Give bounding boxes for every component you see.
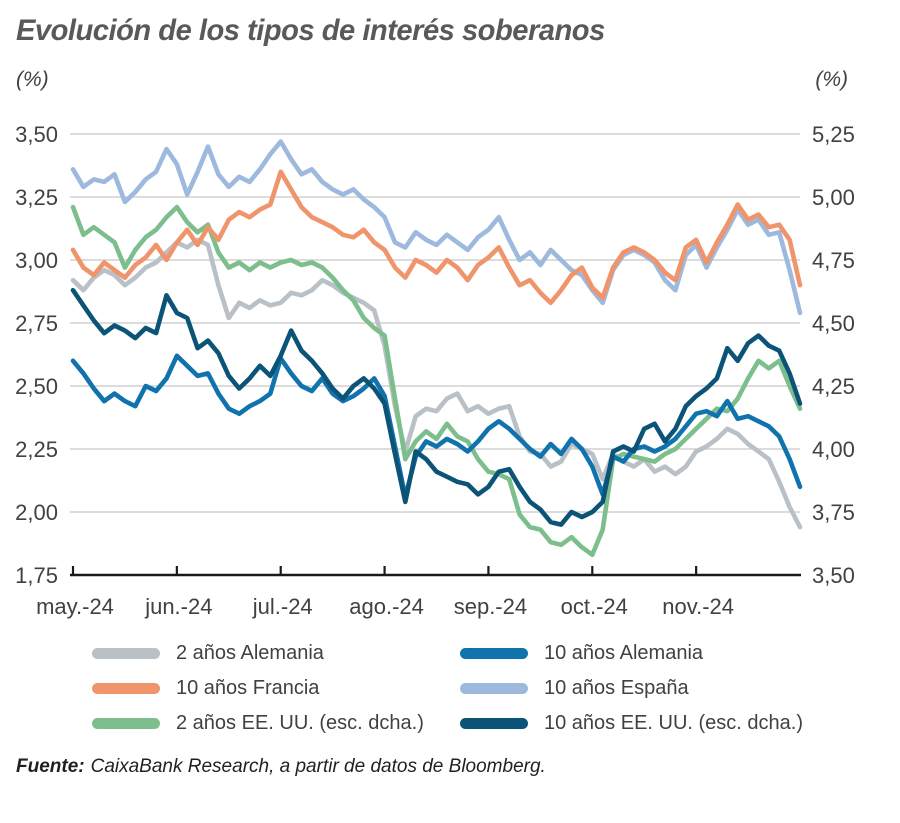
legend-item-us-10y: 10 años EE. UU. (esc. dcha.): [460, 712, 803, 734]
x-axis-label: sep.-24: [454, 594, 527, 619]
legend-swatch-us-10y: [460, 717, 528, 729]
page-title: Evolución de los tipos de interés sobera…: [16, 14, 605, 47]
legend-item-es-10y: 10 años España: [460, 677, 689, 699]
left-axis-label: 2,25: [15, 437, 58, 462]
left-axis-label: 2,50: [15, 374, 58, 399]
right-axis-label: 4,75: [812, 248, 855, 273]
legend-item-de-10y: 10 años Alemania: [460, 642, 703, 664]
legend-item-fr-10y: 10 años Francia: [92, 677, 319, 699]
x-axis-label: jul.-24: [252, 594, 313, 619]
right-axis-label: 5,25: [812, 122, 855, 147]
series-line-es-10y: [70, 139, 803, 316]
right-axis-unit: (%): [815, 68, 848, 91]
series-line-us-10y: [70, 287, 803, 527]
series-line-us-2y: [70, 204, 803, 558]
x-axis-label: jun.-24: [144, 594, 212, 619]
x-axis-label: nov.-24: [662, 594, 734, 619]
source-note: Fuente: CaixaBank Research, a partir de d…: [16, 756, 546, 778]
x-axis-label: oct.-24: [561, 594, 628, 619]
right-axis-label: 5,00: [812, 185, 855, 210]
right-axis-label: 4,50: [812, 311, 855, 336]
source-text: CaixaBank Research, a partir de datos de…: [90, 756, 546, 777]
line-chart: may.-24 jun.-24 jul.-24 ago.-24 sep.-24 oct.-…: [15, 122, 855, 619]
x-axis-label: ago.-24: [349, 594, 424, 619]
legend-swatch-fr-10y: [92, 682, 160, 694]
series-line-fr-10y: [70, 169, 803, 306]
series-line-de-10y: [70, 353, 803, 500]
right-axis-label: 4,25: [812, 374, 855, 399]
legend-label-de-10y: 10 años Alemania: [544, 641, 704, 664]
legend-label-de-2y: 2 años Alemania: [176, 641, 324, 664]
right-axis-label: 4,00: [812, 437, 855, 462]
legend-label-es-10y: 10 años España: [544, 676, 689, 699]
legend-label-us-2y: 2 años EE. UU. (esc. dcha.): [176, 711, 424, 734]
legend-item-de-2y: 2 años Alemania: [92, 642, 324, 664]
right-axis-label: 3,75: [812, 500, 855, 525]
left-axis-unit: (%): [16, 68, 49, 91]
left-axis-label: 1,75: [15, 563, 58, 588]
right-axis-label: 3,50: [812, 563, 855, 588]
source-label: Fuente:: [16, 756, 85, 777]
legend-swatch-de-2y: [92, 647, 160, 659]
left-axis-label: 2,75: [15, 311, 58, 336]
x-axis-label: may.-24: [36, 594, 114, 619]
left-axis-label: 3,50: [15, 122, 58, 147]
legend-swatch-es-10y: [460, 682, 528, 694]
legend-swatch-de-10y: [460, 647, 528, 659]
legend-swatch-us-2y: [92, 717, 160, 729]
left-axis-label: 3,00: [15, 248, 58, 273]
legend-label-us-10y: 10 años EE. UU. (esc. dcha.): [544, 711, 804, 734]
left-axis-label: 2,00: [15, 500, 58, 525]
legend-item-us-2y: 2 años EE. UU. (esc. dcha.): [92, 712, 424, 734]
legend-label-fr-10y: 10 años Francia: [176, 676, 320, 699]
series-line-de-2y: [70, 237, 803, 530]
left-axis-label: 3,25: [15, 185, 58, 210]
